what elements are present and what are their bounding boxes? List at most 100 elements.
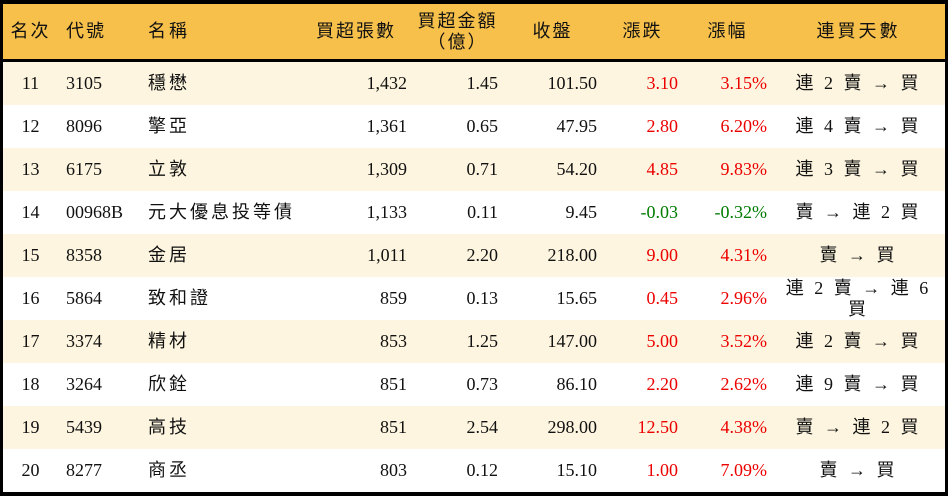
cell-rank: 19 [21, 417, 40, 437]
cell-rank: 14 [21, 202, 40, 222]
table-row: 17 3374 精材 853 1.25 147.00 5.00 3.52% 連 2 賣 → 買 [3, 320, 945, 363]
cell-amount: 0.71 [466, 159, 499, 179]
table-row: 11 3105 穩懋 1,432 1.45 101.50 3.10 3.15% 連 2 賣 → … [3, 62, 945, 105]
cell-pct: 4.38% [720, 417, 768, 437]
column-header-pct: 漲幅 [707, 21, 748, 41]
cell-code: 3374 [66, 331, 102, 351]
table-row: 13 6175 立敦 1,309 0.71 54.20 4.85 9.83% 連 3 賣 → 買 [3, 148, 945, 191]
cell-change: 3.10 [646, 73, 679, 93]
cell-close: 15.65 [556, 288, 598, 308]
cell-pct: 2.96% [720, 288, 768, 308]
cell-amount: 0.12 [466, 460, 499, 480]
cell-code: 8358 [66, 245, 102, 265]
cell-name: 元大優息投等債 [148, 202, 295, 222]
column-header-code: 代號 [66, 21, 106, 41]
cell-volume: 1,133 [366, 202, 408, 222]
cell-name: 商丞 [148, 460, 190, 480]
cell-close: 86.10 [556, 374, 598, 394]
cell-change: -0.03 [640, 202, 679, 222]
column-header-amount: 買超金額 （億） [417, 10, 498, 52]
cell-days: 賣 → 連 2 買 [795, 202, 922, 222]
table-row: 20 8277 商丞 803 0.12 15.10 1.00 7.09% 賣 → 買 [3, 449, 945, 492]
cell-pct: 3.52% [720, 331, 768, 351]
cell-rank: 18 [21, 374, 40, 394]
cell-volume: 1,361 [366, 116, 408, 136]
cell-pct: 3.15% [720, 73, 768, 93]
cell-pct: 6.20% [720, 116, 768, 136]
table-row: 14 00968B 元大優息投等債 1,133 0.11 9.45 -0.03 -0.32% 賣… [3, 191, 945, 234]
cell-rank: 13 [21, 159, 40, 179]
column-header-days: 連買天數 [816, 21, 901, 41]
cell-amount: 0.65 [466, 116, 499, 136]
cell-code: 8096 [66, 116, 102, 136]
cell-pct: 4.31% [720, 245, 768, 265]
cell-rank: 11 [21, 73, 40, 93]
cell-days: 連 2 賣 → 買 [795, 73, 922, 93]
table-row: 19 5439 高技 851 2.54 298.00 12.50 4.38% 賣 → 連 2 買 [3, 406, 945, 449]
cell-change: 1.00 [646, 460, 679, 480]
cell-amount: 0.73 [466, 374, 499, 394]
cell-pct: 2.62% [720, 374, 768, 394]
cell-code: 5439 [66, 417, 102, 437]
cell-rank: 20 [21, 460, 40, 480]
cell-amount: 0.11 [467, 202, 498, 222]
cell-name: 致和證 [148, 288, 211, 308]
cell-rank: 16 [21, 288, 40, 308]
cell-days: 賣 → 連 2 買 [795, 417, 922, 437]
cell-volume: 1,011 [367, 245, 407, 265]
cell-code: 8277 [66, 460, 102, 480]
cell-close: 218.00 [547, 245, 598, 265]
column-header-close: 收盤 [532, 21, 573, 41]
cell-pct: 9.83% [720, 159, 768, 179]
table-header-row: 名次 代號 名稱 買超張數 買超金額 （億） 收盤 漲跌 漲幅 連買天數 [3, 4, 945, 62]
cell-rank: 17 [21, 331, 40, 351]
table-row: 16 5864 致和證 859 0.13 15.65 0.45 2.96% 連 2 賣 → 連 … [3, 277, 945, 320]
cell-change: 12.50 [637, 417, 679, 437]
cell-volume: 851 [380, 374, 407, 394]
table-body: 11 3105 穩懋 1,432 1.45 101.50 3.10 3.15% 連 2 賣 → … [3, 62, 945, 492]
cell-days: 連 4 賣 → 買 [795, 116, 922, 136]
cell-rank: 12 [21, 116, 40, 136]
cell-code: 5864 [66, 288, 102, 308]
cell-amount: 1.25 [466, 331, 499, 351]
cell-close: 15.10 [556, 460, 598, 480]
cell-close: 9.45 [565, 202, 598, 222]
cell-close: 101.50 [547, 73, 598, 93]
cell-days: 連 9 賣 → 買 [795, 374, 922, 394]
cell-close: 54.20 [556, 159, 598, 179]
cell-code: 3105 [66, 73, 102, 93]
cell-amount: 1.45 [466, 73, 499, 93]
cell-volume: 851 [380, 417, 407, 437]
cell-volume: 859 [380, 288, 407, 308]
cell-days: 連 3 賣 → 買 [795, 159, 922, 179]
cell-code: 3264 [66, 374, 102, 394]
cell-change: 2.20 [646, 374, 679, 394]
cell-change: 2.80 [646, 116, 679, 136]
cell-change: 9.00 [646, 245, 679, 265]
cell-close: 47.95 [556, 116, 598, 136]
column-header-rank: 名次 [10, 21, 51, 41]
cell-name: 穩懋 [148, 73, 190, 93]
cell-name: 精材 [148, 331, 190, 351]
table-row: 18 3264 欣銓 851 0.73 86.10 2.20 2.62% 連 9 賣 → 買 [3, 363, 945, 406]
cell-volume: 803 [380, 460, 407, 480]
table-row: 12 8096 擎亞 1,361 0.65 47.95 2.80 6.20% 連 4 賣 → 買 [3, 105, 945, 148]
cell-close: 147.00 [547, 331, 598, 351]
cell-pct: 7.09% [720, 460, 768, 480]
cell-amount: 2.20 [466, 245, 499, 265]
cell-name: 高技 [148, 417, 190, 437]
cell-volume: 1,309 [366, 159, 408, 179]
cell-name: 欣銓 [148, 374, 190, 394]
cell-volume: 1,432 [366, 73, 408, 93]
cell-code: 00968B [66, 202, 124, 222]
table-row: 15 8358 金居 1,011 2.20 218.00 9.00 4.31% 賣 → 買 [3, 234, 945, 277]
column-header-volume: 買超張數 [316, 21, 396, 41]
cell-name: 擎亞 [148, 116, 190, 136]
cell-name: 金居 [148, 245, 190, 265]
cell-days: 賣 → 買 [819, 245, 898, 265]
column-header-name: 名稱 [148, 21, 190, 41]
cell-code: 6175 [66, 159, 102, 179]
cell-days: 連 2 賣 → 買 [795, 331, 922, 351]
cell-change: 0.45 [646, 288, 679, 308]
